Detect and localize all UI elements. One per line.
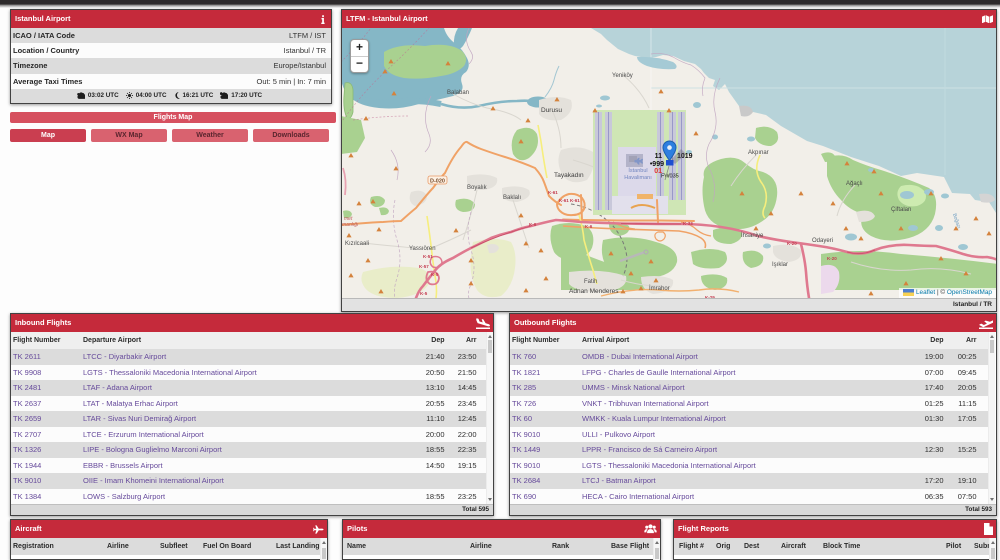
svg-text:Fatih: Fatih	[584, 279, 597, 285]
svg-text:Durusu: Durusu	[541, 107, 562, 114]
svg-text:K-5: K-5	[431, 272, 439, 277]
svg-text:K-61: K-61	[548, 190, 558, 195]
svg-text:K-6: K-6	[529, 222, 537, 227]
svg-text:Akpınar: Akpınar	[748, 150, 769, 156]
svg-text:Tayakadın: Tayakadın	[554, 172, 584, 179]
svg-text:K-5: K-5	[420, 291, 428, 296]
svg-text:Adnan Menderes: Adnan Menderes	[569, 288, 619, 295]
svg-text:K-20: K-20	[787, 241, 797, 246]
svg-text:K-33: K-33	[683, 221, 693, 226]
svg-text:Yeniköy: Yeniköy	[612, 73, 633, 79]
svg-text:K-57: K-57	[419, 264, 429, 269]
svg-text:K-29: K-29	[705, 295, 715, 298]
svg-text:Yassıören: Yassıören	[409, 246, 436, 252]
svg-text:İmrahor: İmrahor	[649, 285, 670, 292]
svg-text:K-20: K-20	[827, 256, 837, 261]
svg-text:Boyalık: Boyalık	[467, 185, 488, 191]
svg-text:1019: 1019	[677, 153, 693, 160]
svg-text:Boğazı: Boğazı	[951, 213, 962, 230]
svg-text:D-020: D-020	[430, 178, 445, 184]
svg-text:Baklalı: Baklalı	[503, 195, 521, 201]
svg-text:İstanbul: İstanbul	[628, 167, 647, 174]
svg-text:Kızılcaali: Kızılcaali	[345, 241, 369, 247]
svg-text:Havalimanı: Havalimanı	[624, 175, 652, 181]
svg-text:met: met	[344, 216, 353, 222]
svg-text:Işıklar: Işıklar	[772, 262, 788, 268]
svg-text:K-51: K-51	[423, 254, 433, 259]
svg-text:Çiftalan: Çiftalan	[891, 207, 911, 213]
svg-text:İhsaniye: İhsaniye	[741, 232, 764, 239]
svg-text:01: 01	[654, 168, 662, 175]
svg-text:K-6: K-6	[585, 224, 593, 229]
svg-text:•999: •999	[650, 161, 664, 168]
svg-text:11: 11	[655, 153, 663, 160]
svg-text:Balaban: Balaban	[447, 90, 469, 96]
svg-text:Ağaçlı: Ağaçlı	[846, 181, 863, 187]
svg-text:K-61 K-61: K-61 K-61	[559, 198, 580, 203]
svg-text:FW035: FW035	[661, 174, 679, 180]
svg-text:Odayeri: Odayeri	[812, 238, 833, 244]
svg-text:manlığı: manlığı	[342, 222, 359, 228]
